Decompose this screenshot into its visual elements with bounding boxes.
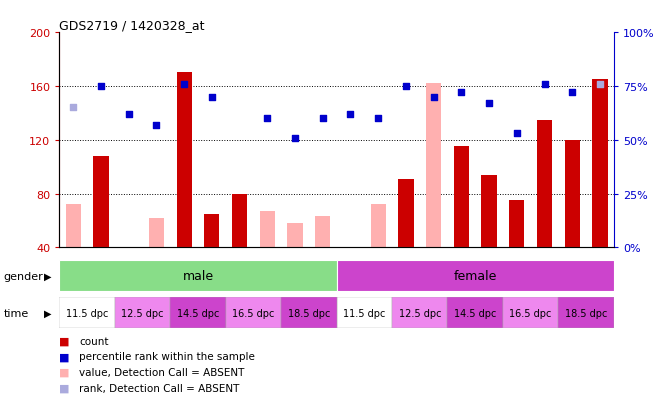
Bar [170,297,226,328]
Text: ■: ■ [59,336,70,346]
Bar [337,260,614,291]
Bar [398,179,414,248]
Bar [453,147,469,248]
Bar [503,297,558,328]
Point [290,135,300,142]
Bar [426,84,442,248]
Bar [592,80,608,248]
Point [123,112,134,118]
Bar [337,297,392,328]
Bar [59,297,115,328]
Text: male: male [182,269,214,282]
Bar [59,260,337,291]
Point [262,116,273,122]
Text: 18.5 dpc: 18.5 dpc [565,308,607,318]
Point [484,101,494,107]
Text: value, Detection Call = ABSENT: value, Detection Call = ABSENT [79,367,245,377]
Bar [481,175,497,248]
Bar [148,218,164,248]
Bar [176,73,192,248]
Point [456,90,467,97]
Bar [204,214,220,248]
Point [595,81,605,88]
Text: ▶: ▶ [44,271,51,281]
Text: 18.5 dpc: 18.5 dpc [288,308,330,318]
Point [207,94,217,101]
Bar [537,120,552,248]
Text: 14.5 dpc: 14.5 dpc [454,308,496,318]
Text: rank, Detection Call = ABSENT: rank, Detection Call = ABSENT [79,383,240,393]
Bar [259,211,275,248]
Text: 16.5 dpc: 16.5 dpc [510,308,552,318]
Bar [232,194,248,248]
Text: percentile rank within the sample: percentile rank within the sample [79,351,255,361]
Bar [93,157,109,248]
Text: gender: gender [3,271,43,281]
Text: ■: ■ [59,367,70,377]
Bar [287,224,303,248]
Text: GDS2719 / 1420328_at: GDS2719 / 1420328_at [59,19,205,31]
Point [567,90,578,97]
Text: 12.5 dpc: 12.5 dpc [399,308,441,318]
Point [428,94,439,101]
Point [96,83,106,90]
Bar [509,201,525,248]
Point [373,116,383,122]
Text: 12.5 dpc: 12.5 dpc [121,308,164,318]
Point [512,131,522,137]
Point [317,116,328,122]
Text: count: count [79,336,109,346]
Text: 11.5 dpc: 11.5 dpc [66,308,108,318]
Text: 14.5 dpc: 14.5 dpc [177,308,219,318]
Bar [370,205,386,248]
Bar [558,297,614,328]
Text: time: time [3,308,28,318]
Bar [564,140,580,248]
Point [68,105,79,112]
Bar [65,205,81,248]
Bar [226,297,281,328]
Text: ■: ■ [59,351,70,361]
Text: ■: ■ [59,383,70,393]
Point [179,81,189,88]
Bar [281,297,337,328]
Point [151,122,162,129]
Bar [447,297,503,328]
Point [539,81,550,88]
Text: ▶: ▶ [44,308,51,318]
Point [345,112,356,118]
Text: 16.5 dpc: 16.5 dpc [232,308,275,318]
Bar [315,217,331,248]
Bar [115,297,170,328]
Point [401,83,411,90]
Bar [392,297,447,328]
Text: 11.5 dpc: 11.5 dpc [343,308,385,318]
Text: female: female [453,269,497,282]
